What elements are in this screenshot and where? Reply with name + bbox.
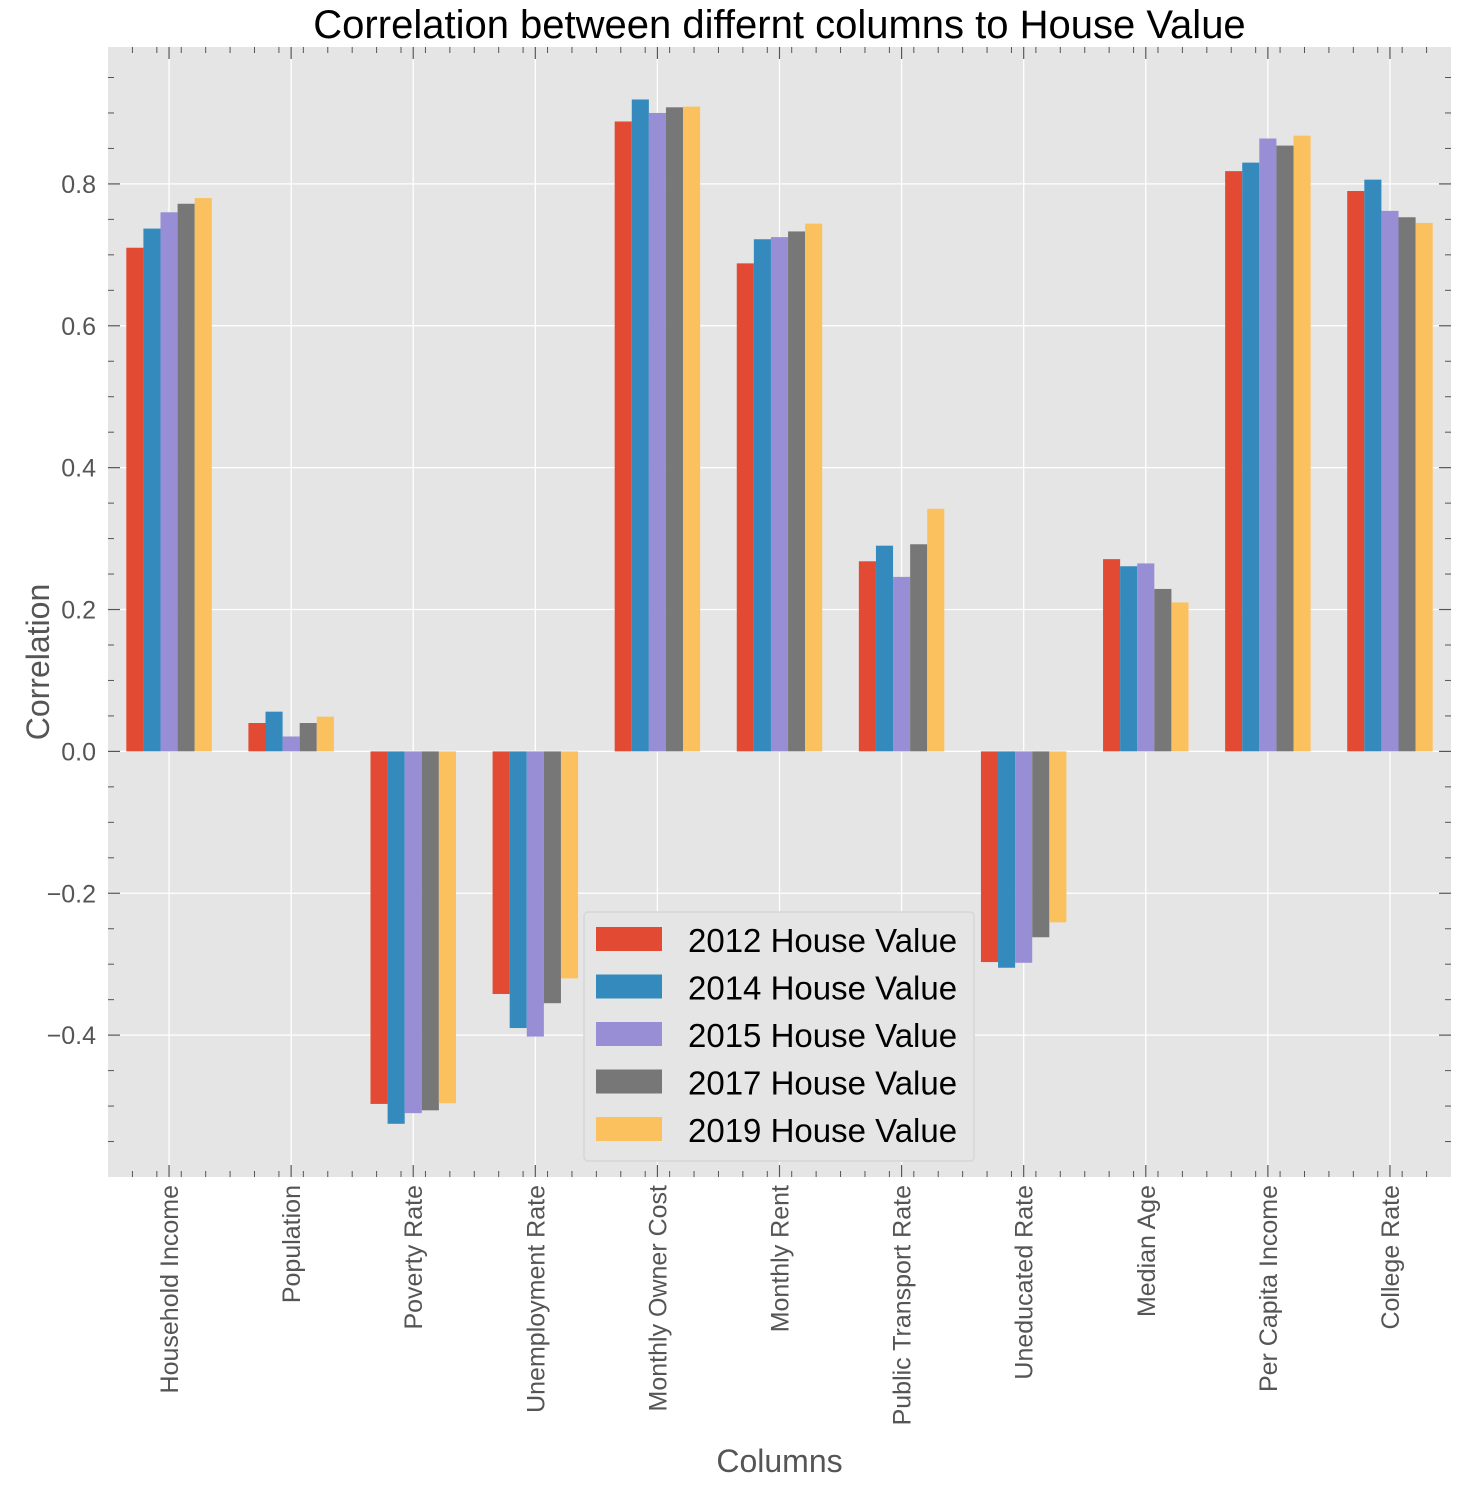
bar [143,228,161,752]
legend-swatch [596,1117,662,1141]
x-axis-label: Columns [716,1443,842,1479]
legend-label: 2012 House Value [688,922,957,959]
bar [1293,135,1311,752]
bar [421,751,439,1111]
bar [665,107,684,752]
bar [736,263,754,752]
bar [614,121,632,752]
legend-swatch [596,1022,662,1046]
legend: 2012 House Value 2014 House Value 2015 Hou… [583,911,975,1162]
bar [998,751,1016,968]
bar [370,751,388,1104]
bar [1154,588,1172,752]
legend-label: 2015 House Value [688,1017,957,1054]
bars [126,99,1433,1124]
legend-label: 2017 House Value [688,1065,957,1102]
bar [492,751,510,994]
bar [875,545,894,752]
bar [1381,210,1399,752]
bar [631,99,649,752]
x-tick-label: Monthly Owner Cost [644,1185,672,1412]
x-tick-label: Public Transport Rate [889,1185,917,1425]
bar [1225,171,1243,752]
bar [543,751,561,1004]
chart-title: Correlation between differnt columns to … [313,3,1245,47]
y-tick-label: 0.8 [61,171,96,199]
bar [177,203,195,752]
legend-label: 2014 House Value [688,970,957,1007]
bar [387,751,405,1124]
legend-swatch [596,927,662,951]
y-tick-label: 0.6 [61,313,96,341]
bar [560,751,579,979]
x-tick-label: Population [278,1185,306,1303]
y-tick-label: 0.0 [61,738,96,766]
bar [299,723,317,752]
bar [509,751,527,1029]
bar [1015,751,1033,963]
bar [1032,751,1050,938]
x-tick-label: Poverty Rate [400,1185,428,1330]
y-axis-label: Correlation [20,584,56,741]
bar [194,198,212,752]
bar [683,106,701,752]
bar [753,239,771,752]
legend-swatch [596,974,662,999]
axis-ticks: −0.4 −0.2 0.0 0.2 0.4 0.6 0.8 Household Income P… [47,47,1451,1425]
y-tick-label: 0.4 [61,455,96,483]
bar [160,212,178,752]
bar [526,751,544,1037]
bar [1137,563,1155,752]
y-tick-label: −0.4 [47,1022,96,1050]
bar [648,112,666,752]
bar [1276,145,1294,752]
bar [1242,162,1260,752]
bar [1103,559,1121,752]
x-tick-label: Household Income [156,1185,184,1393]
bar [1049,751,1067,923]
legend-box [583,911,975,1162]
bar [805,223,823,752]
bar [788,231,806,752]
bar [126,247,144,752]
bar [248,723,266,752]
bar [1347,190,1365,752]
bar [858,561,876,752]
x-tick-label: College Rate [1377,1185,1405,1330]
bar [980,751,999,963]
bar [1415,222,1433,752]
bar [1120,566,1138,752]
x-tick-label: Unemployment Rate [522,1185,550,1413]
bar [1171,602,1189,752]
y-tick-label: −0.2 [47,880,96,908]
x-tick-label: Median Age [1133,1185,1161,1317]
bar [927,508,945,752]
bar [910,544,928,752]
bar [770,237,789,752]
bar [282,736,300,752]
x-tick-label: Monthly Rent [767,1185,795,1332]
legend-swatch [596,1069,662,1094]
legend-label: 2019 House Value [688,1112,957,1149]
bar [404,751,422,1114]
bar [1259,138,1277,752]
bar [265,711,283,752]
bar [1364,179,1382,752]
y-tick-label: 0.2 [61,597,96,625]
bar [893,576,911,752]
x-tick-label: Per Capita Income [1255,1185,1283,1392]
x-tick-label: Uneducated Rate [1011,1185,1039,1380]
bar [1398,217,1416,752]
bar [438,751,456,1104]
bar [316,716,334,752]
